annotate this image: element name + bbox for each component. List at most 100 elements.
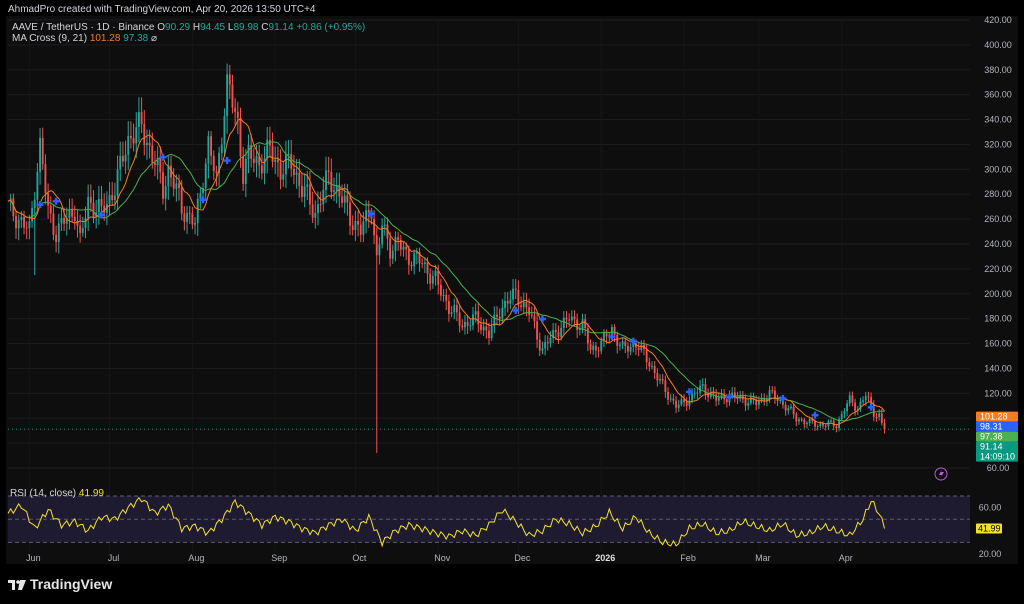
symbol-legend[interactable]: AAVE / TetherUS · 1D · Binance O90.29 H9… [12, 22, 365, 33]
candle-body [164, 186, 167, 199]
price-tag [976, 411, 1018, 422]
cross-marker [512, 306, 520, 314]
price-tick-label: 400.00 [984, 40, 1012, 50]
candle-body [373, 218, 376, 236]
candle-body [202, 188, 205, 194]
candle-body [335, 185, 338, 191]
price-tag-label: 91.14 [980, 442, 1003, 452]
candle-body [541, 348, 544, 351]
candle-body [546, 342, 549, 344]
candle-body [260, 165, 263, 174]
eye-icon[interactable]: ⌀ [151, 33, 158, 44]
cross-marker [36, 201, 44, 209]
cross-marker [223, 157, 231, 165]
candle-body [581, 319, 584, 329]
candle-body [138, 112, 140, 127]
candle-body [480, 324, 482, 331]
candle-body [327, 170, 330, 172]
candle-body [146, 142, 148, 146]
candle-body [426, 262, 429, 274]
open-label: O [157, 22, 166, 33]
candle-body [544, 342, 547, 349]
candle-body [589, 343, 592, 350]
candle-body [806, 423, 808, 425]
price-tick-label: 200.00 [984, 289, 1012, 299]
candle-body [795, 414, 798, 422]
candle-body [143, 124, 146, 146]
candle-body [55, 234, 58, 242]
candle-body [485, 326, 488, 331]
candle-body [862, 400, 865, 402]
tradingview-logo[interactable]: TradingView [8, 576, 112, 592]
candle-body [234, 107, 237, 112]
cross-marker [779, 394, 787, 402]
close-value: 91.14 [268, 22, 294, 33]
candle-body [28, 221, 31, 229]
candle-body [215, 171, 218, 173]
candle-body [63, 217, 66, 224]
candle-body [605, 332, 608, 337]
price-tag [976, 431, 1018, 442]
candle-body [442, 294, 445, 296]
candle-body [148, 142, 151, 146]
candle-body [824, 425, 827, 427]
candle-body [616, 334, 619, 346]
open-value: 90.29 [165, 22, 191, 33]
candle-body [178, 183, 180, 189]
grid-lines [8, 19, 970, 552]
candle-body [704, 384, 707, 394]
candle-body [108, 195, 111, 205]
candle-body [496, 314, 498, 317]
candle-body [156, 157, 159, 166]
candle-body [562, 317, 565, 328]
candle-body [528, 307, 531, 315]
candle-body [266, 139, 269, 159]
candle-body [667, 391, 669, 400]
candle-body [31, 208, 33, 222]
candle-body [798, 419, 800, 422]
candle-body [338, 185, 341, 197]
rsi-value: 41.99 [78, 488, 104, 499]
lightning-circle [934, 467, 948, 481]
ma-legend[interactable]: MA Cross (9, 21) 101.28 97.38 ⌀ [12, 33, 157, 44]
time-tick-label: Sep [271, 553, 287, 563]
candle-body [747, 403, 750, 406]
candle-body [586, 328, 589, 344]
candle-body [381, 225, 384, 245]
symbol-title: AAVE / TetherUS · 1D · Binance [12, 22, 155, 33]
candle-body [282, 174, 285, 180]
rsi-legend[interactable]: RSI (14, close) 41.99 [10, 488, 104, 499]
candle-body [357, 220, 359, 225]
candle-body [520, 305, 523, 308]
lightning-icon[interactable] [934, 467, 948, 481]
candle-body [613, 327, 616, 335]
candle-body [303, 186, 306, 197]
candle-body [383, 224, 386, 226]
cross-markers [36, 153, 875, 419]
candle-body [319, 204, 322, 206]
candle-body [565, 317, 568, 320]
candle-body [252, 158, 255, 164]
close-label: C [261, 22, 269, 33]
candle-body [458, 312, 461, 326]
candle-body [397, 237, 400, 241]
candle-body [124, 154, 127, 162]
candle-body [186, 212, 188, 222]
candle-body [661, 378, 664, 381]
candle-body [648, 362, 651, 367]
candle-body [445, 294, 448, 301]
candle-body [431, 276, 434, 284]
candle-body [525, 301, 528, 308]
candle-body [79, 225, 82, 233]
candle-body [333, 190, 335, 192]
candle-body [343, 195, 346, 203]
candle-body [619, 344, 621, 346]
candle-body [311, 204, 314, 218]
candle-body [512, 288, 514, 300]
cross-marker [538, 315, 546, 323]
candle-body [584, 319, 587, 329]
cross-marker [811, 411, 819, 419]
rsi-line [7, 496, 885, 548]
candle-body [423, 262, 426, 264]
